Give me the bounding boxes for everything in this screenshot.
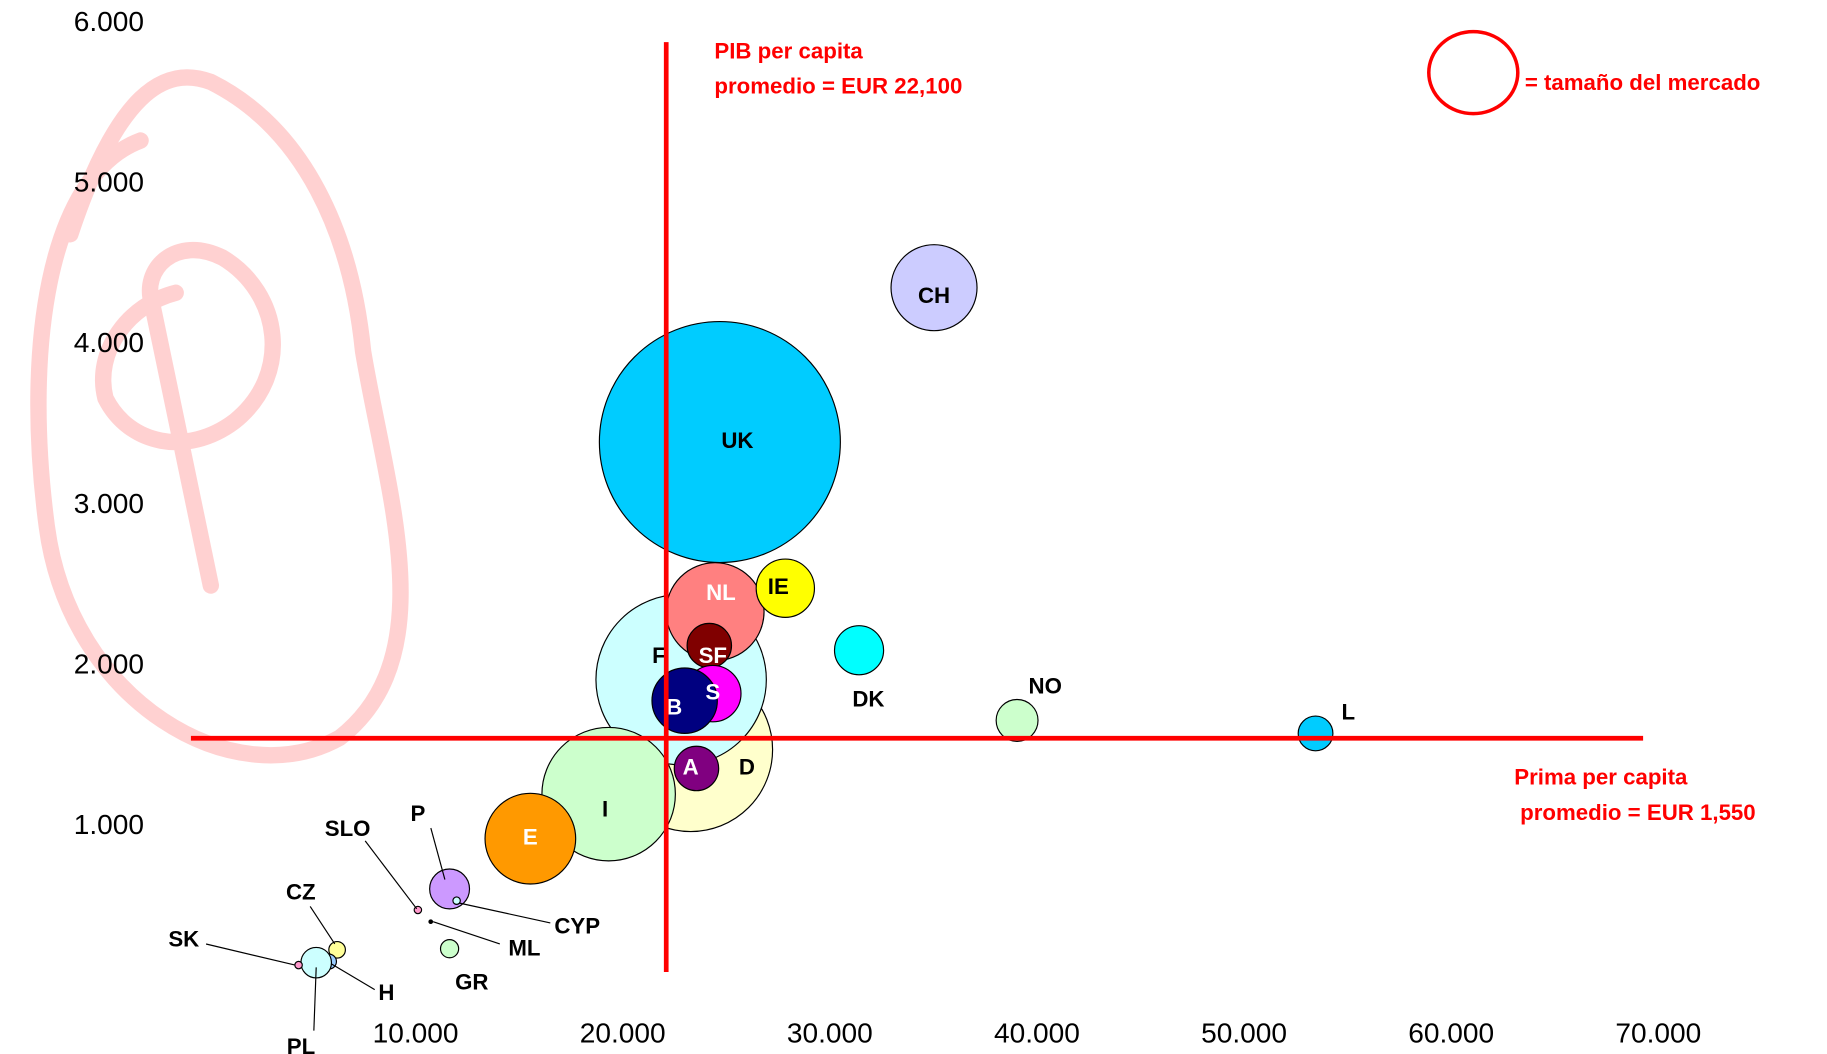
bubble bbox=[995, 698, 1039, 742]
bubble bbox=[1297, 715, 1334, 752]
x-tick-label: 20.000 bbox=[580, 1018, 666, 1049]
x-tick-label: 60.000 bbox=[1408, 1018, 1494, 1049]
leader-line bbox=[458, 902, 551, 924]
bubble-label: CZ bbox=[286, 879, 316, 904]
bubble-label: SK bbox=[168, 926, 199, 951]
bubble-label: SLO bbox=[325, 816, 371, 841]
bubble bbox=[598, 320, 841, 564]
bubble-label: A bbox=[683, 754, 699, 779]
bubble-label: D bbox=[739, 754, 755, 779]
bubble-label: I bbox=[602, 796, 608, 821]
leader-line bbox=[432, 921, 501, 945]
y-tick-label: 4.000 bbox=[74, 327, 144, 358]
y-tick-label: 3.000 bbox=[74, 488, 144, 519]
x-tick-label: 40.000 bbox=[994, 1018, 1080, 1049]
leader-line bbox=[309, 906, 336, 945]
annotation: promedio = EUR 1,550 bbox=[1520, 800, 1756, 825]
bubble bbox=[541, 726, 676, 862]
leader-line bbox=[430, 827, 446, 880]
watermark bbox=[30, 69, 409, 764]
x-tick-label: 70.000 bbox=[1615, 1018, 1701, 1049]
bubble bbox=[452, 896, 461, 905]
bubble bbox=[294, 960, 303, 970]
bubble-label: SF bbox=[699, 643, 727, 668]
legend-label: = tamaño del mercado bbox=[1525, 70, 1761, 95]
y-tick-label: 2.000 bbox=[74, 648, 144, 679]
x-tick-label: 50.000 bbox=[1201, 1018, 1287, 1049]
x-tick-label: 30.000 bbox=[787, 1018, 873, 1049]
annotation: promedio = EUR 22,100 bbox=[714, 74, 962, 99]
bubble bbox=[833, 625, 885, 676]
bubble-label: DK bbox=[852, 686, 884, 711]
bubble-label: IE bbox=[768, 574, 789, 599]
bubble bbox=[328, 940, 346, 959]
x-tick-label: 10.000 bbox=[373, 1018, 459, 1049]
y-tick-label: 6.000 bbox=[74, 6, 144, 37]
bubble-label: ML bbox=[508, 936, 540, 961]
leader-line bbox=[364, 840, 418, 910]
bubble-label: P bbox=[411, 801, 426, 826]
leader-line bbox=[205, 943, 296, 966]
bubble bbox=[439, 939, 460, 959]
bubble-label: E bbox=[523, 825, 538, 850]
leader-line bbox=[331, 963, 376, 991]
annotation: PIB per capita bbox=[714, 39, 863, 64]
bubble-label: UK bbox=[721, 428, 753, 453]
bubble bbox=[890, 244, 978, 332]
bubble-label: H bbox=[378, 980, 394, 1005]
bubble-label: CH bbox=[918, 283, 950, 308]
bubble-label: NO bbox=[1029, 674, 1062, 699]
bubble bbox=[428, 919, 434, 925]
bubble bbox=[673, 745, 720, 792]
bubble bbox=[429, 868, 471, 910]
y-tick-label: 1.000 bbox=[74, 809, 144, 840]
bubble-label: S bbox=[705, 679, 720, 704]
annotation: Prima per capita bbox=[1514, 765, 1688, 790]
bubble bbox=[484, 792, 577, 885]
bubble-label: CYP bbox=[554, 913, 600, 938]
bubble-label: B bbox=[666, 695, 682, 720]
bubble-label: L bbox=[1342, 699, 1356, 724]
leader-line bbox=[313, 967, 317, 1031]
legend-symbol bbox=[1427, 29, 1520, 116]
y-tick-label: 5.000 bbox=[74, 166, 144, 197]
bubble-label: NL bbox=[706, 580, 736, 605]
bubble-label: F bbox=[652, 643, 666, 668]
bubble-label: GR bbox=[455, 970, 488, 995]
bubble-label: PL bbox=[287, 1034, 315, 1054]
bubble bbox=[755, 558, 816, 618]
